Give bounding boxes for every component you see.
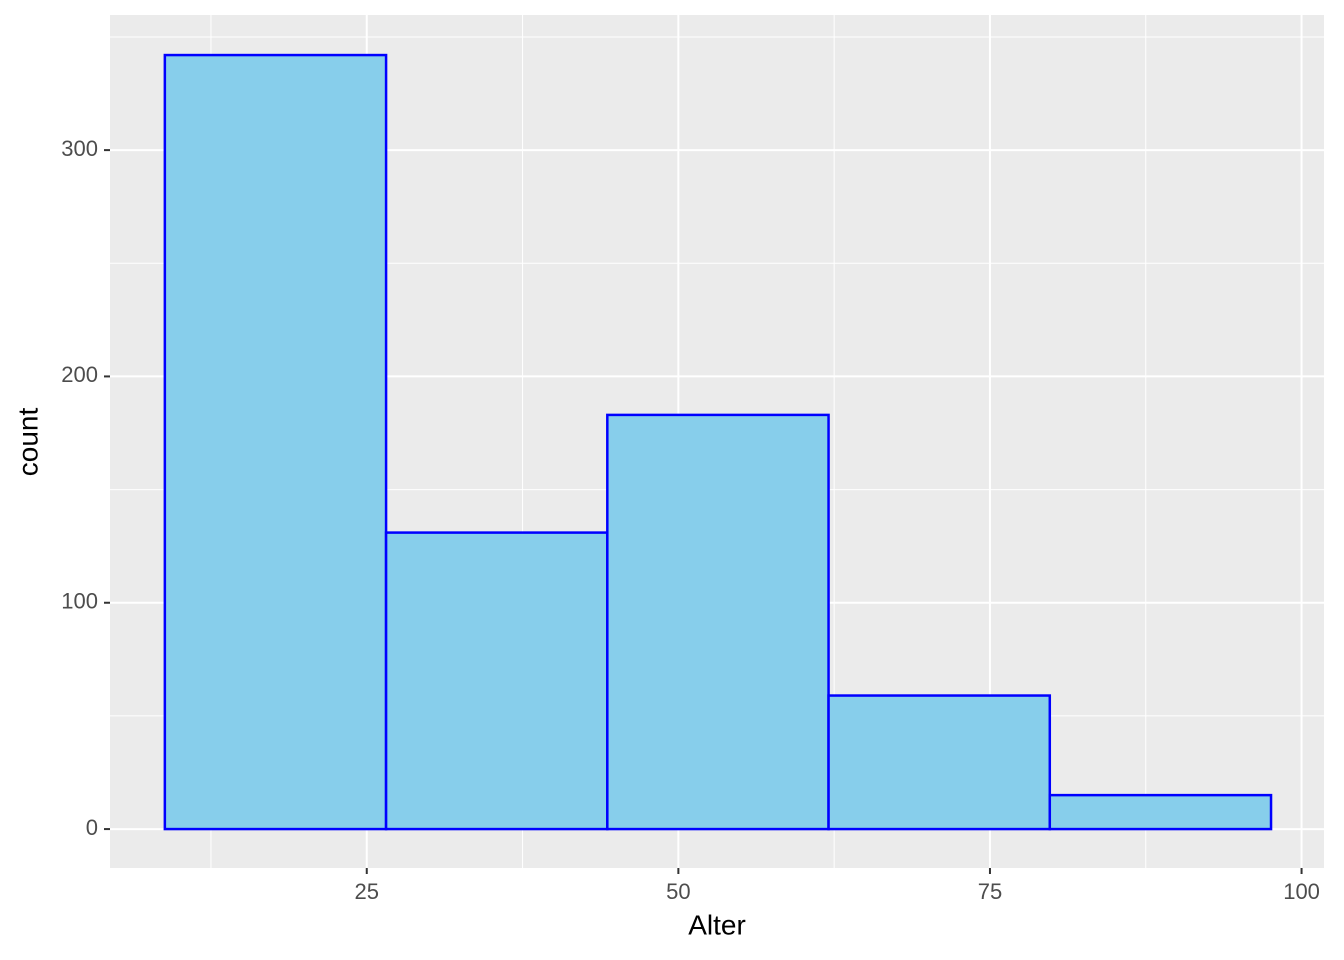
y-tick-label: 300 [61, 136, 98, 161]
y-axis-title: count [12, 408, 43, 477]
x-tick-label: 100 [1283, 879, 1320, 904]
x-tick-label: 25 [355, 879, 379, 904]
bar [827, 694, 1052, 831]
bar [1048, 793, 1273, 831]
bar [384, 531, 609, 831]
bar [606, 413, 830, 831]
y-tick-label: 0 [86, 815, 98, 840]
x-tick-label: 50 [666, 879, 690, 904]
x-axis-title: Alter [688, 909, 746, 940]
bar [163, 53, 388, 831]
y-tick-label: 100 [61, 589, 98, 614]
y-tick-label: 200 [61, 362, 98, 387]
x-tick-label: 75 [978, 879, 1002, 904]
